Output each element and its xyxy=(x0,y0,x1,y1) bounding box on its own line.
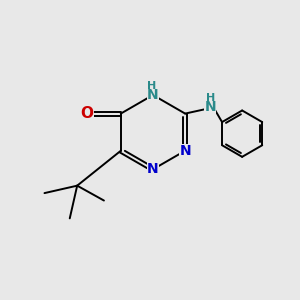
Text: N: N xyxy=(147,162,159,176)
Text: N: N xyxy=(179,144,191,158)
Text: N: N xyxy=(147,88,159,102)
Text: H: H xyxy=(206,93,216,103)
Text: N: N xyxy=(204,100,216,114)
Text: O: O xyxy=(81,106,94,121)
Text: H: H xyxy=(147,80,156,91)
